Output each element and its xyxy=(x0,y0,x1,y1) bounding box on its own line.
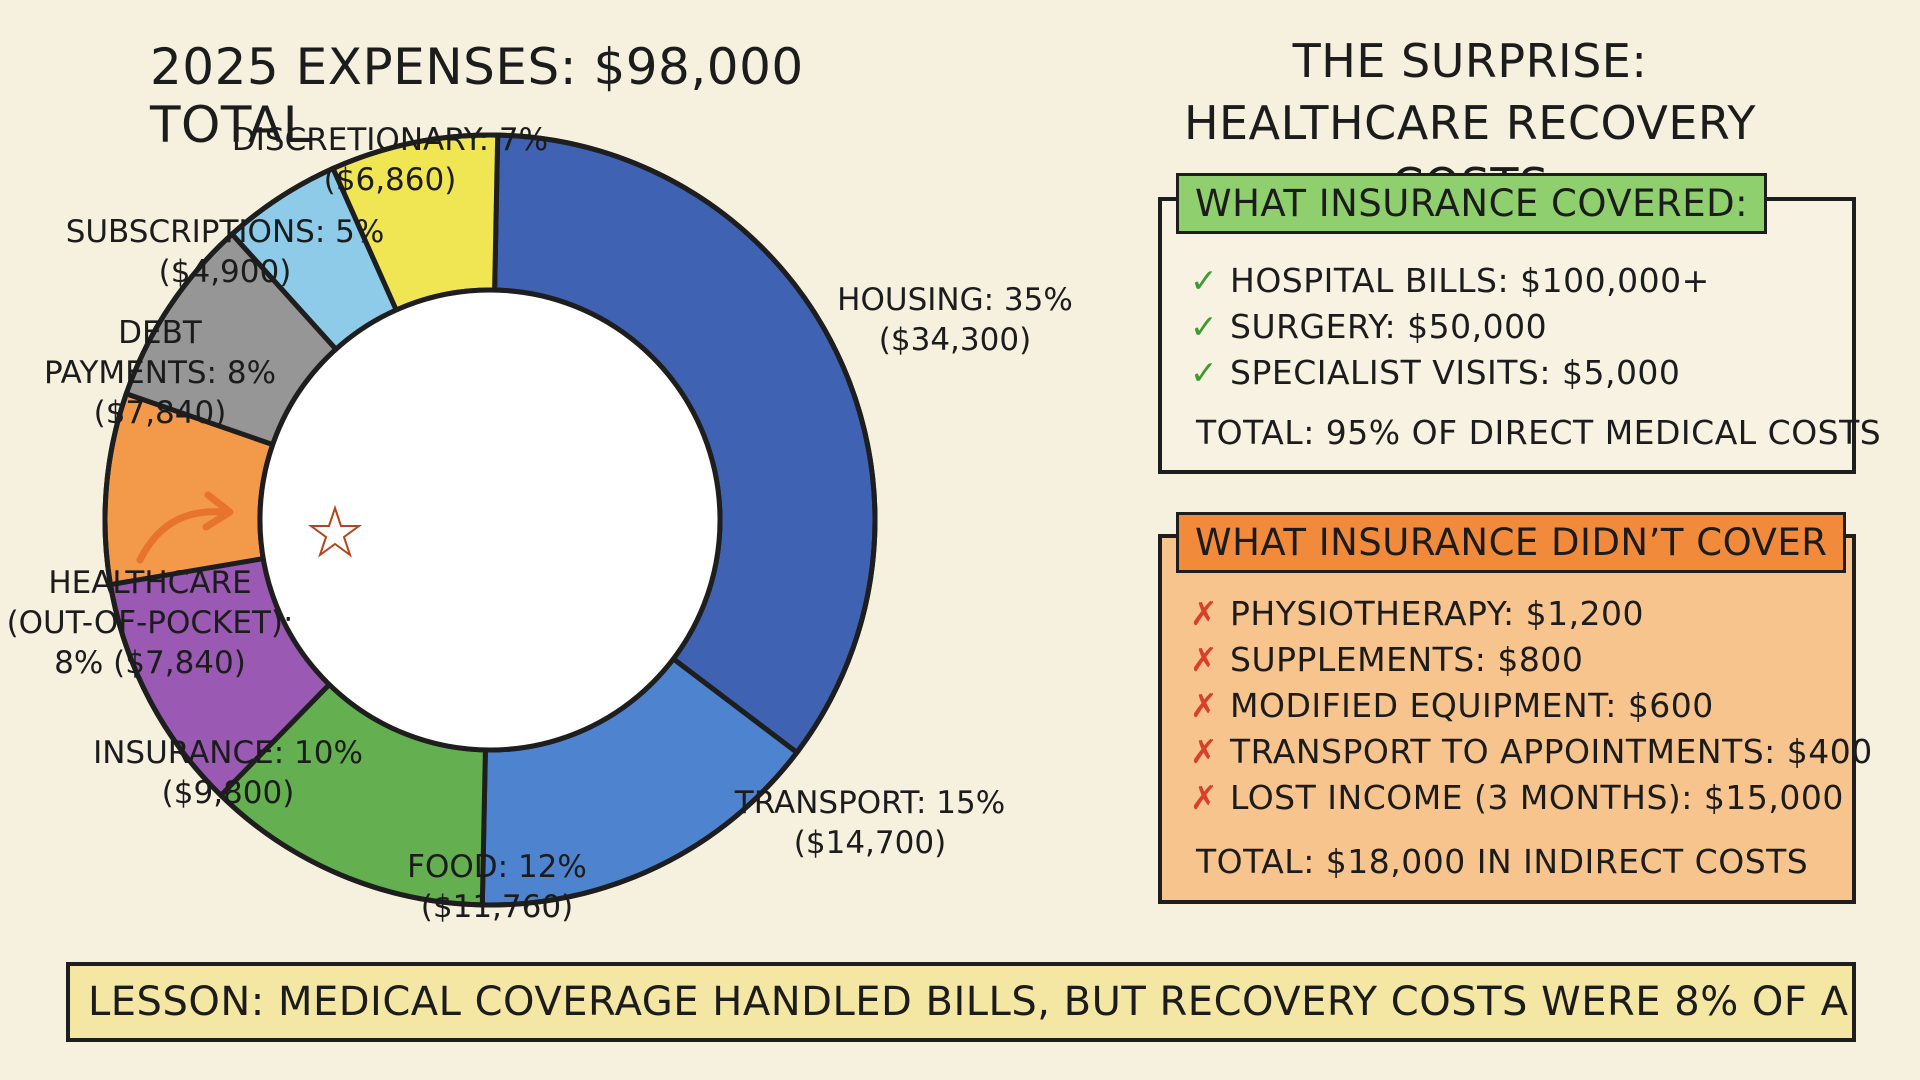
title-line-1: The Surprise: xyxy=(1292,34,1648,88)
cross-icon: ✗ xyxy=(1190,594,1219,633)
check-icon: ✓ xyxy=(1190,307,1219,346)
insurance-covered-panel: What Insurance Covered: ✓ Hospital Bills:… xyxy=(1158,173,1881,474)
cross-icon: ✗ xyxy=(1190,640,1219,679)
not-covered-item: ✗ Modified Equipment: $600 xyxy=(1190,686,1714,725)
not-covered-total: Total: $18,000 in Indirect Costs xyxy=(1196,842,1809,881)
slice-labels: HOUSING: 35% ($34,300) TRANSPORT: 15% ($14,… xyxy=(7,122,1073,925)
not-covered-header: What Insurance Didn’t Cover xyxy=(1176,512,1847,573)
slice-label: DISCRETIONARY: 7% ($6,860) xyxy=(232,122,548,198)
arrow-head-icon xyxy=(202,491,234,531)
chart-title: 2025 Expenses: $98,000 Total xyxy=(150,38,804,154)
covered-item: ✓ Surgery: $50,000 xyxy=(1190,307,1548,346)
covered-item: ✓ Hospital Bills: $100,000+ xyxy=(1190,261,1710,300)
highlight-arrow-icon xyxy=(136,508,226,564)
check-icon: ✓ xyxy=(1190,353,1219,392)
donut-hole xyxy=(257,287,723,753)
covered-item: ✓ Specialist Visits: $5,000 xyxy=(1190,353,1681,392)
slice-label: INSURANCE: 10% ($9,800) xyxy=(93,735,363,811)
cross-icon: ✗ xyxy=(1190,778,1219,817)
covered-header: What Insurance Covered: xyxy=(1176,173,1768,234)
donut-outline xyxy=(102,132,878,908)
cross-icon: ✗ xyxy=(1190,686,1219,725)
not-covered-item: ✗ Physiotherapy: $1,200 xyxy=(1190,594,1645,633)
cross-icon: ✗ xyxy=(1190,732,1219,771)
insurance-not-covered-panel: What Insurance Didn’t Cover ✗ Physiothera… xyxy=(1158,512,1872,904)
slice-label: FOOD: 12% ($11,760) xyxy=(407,849,587,925)
slice-label: HEALTHCARE (OUT-OF-POCKET): 8% ($7,840) xyxy=(7,565,294,681)
slice-label: TRANSPORT: 15% ($14,700) xyxy=(734,785,1005,861)
lesson-banner: Lesson: Medical Coverage Handled Bills, … xyxy=(66,962,1856,1042)
slice-label: DEBT PAYMENTS: 8% ($7,840) xyxy=(44,315,276,431)
star-icon xyxy=(307,504,363,558)
slice-label: SUBSCRIPTIONS: 5% ($4,900) xyxy=(66,214,385,290)
check-icon: ✓ xyxy=(1190,261,1219,300)
not-covered-item: ✗ Transport to Appointments: $400 xyxy=(1190,732,1873,771)
not-covered-item: ✗ Supplements: $800 xyxy=(1190,640,1584,679)
not-covered-item: ✗ Lost Income (3 Months): $15,000 xyxy=(1190,778,1844,817)
donut-slices xyxy=(102,132,878,908)
covered-total: Total: 95% of Direct Medical Costs xyxy=(1196,413,1882,452)
slice-label: HOUSING: 35% ($34,300) xyxy=(837,282,1073,358)
